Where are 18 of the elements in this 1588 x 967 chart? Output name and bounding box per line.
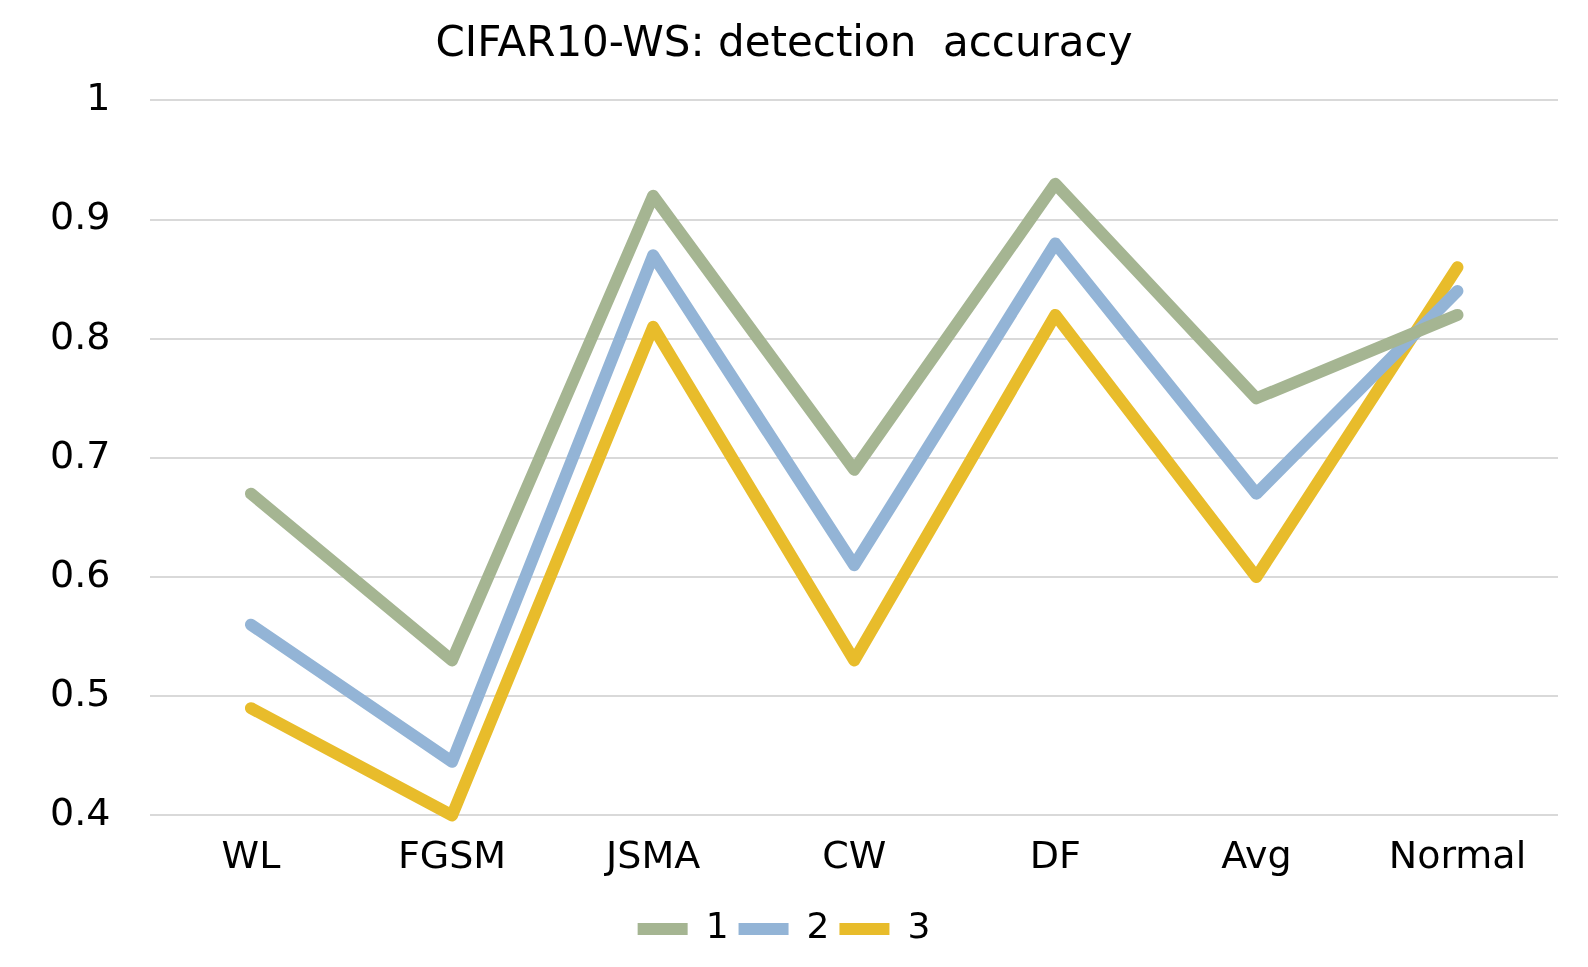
y-tick-label: 0.4 xyxy=(50,790,111,835)
legend-label: 2 xyxy=(806,905,830,947)
x-tick-label: JSMA xyxy=(604,833,701,878)
y-tick-label: 0.9 xyxy=(50,194,111,239)
x-tick-label: DF xyxy=(1029,833,1081,878)
x-tick-label: FGSM xyxy=(397,833,507,878)
y-tick-label: 0.6 xyxy=(50,551,111,596)
y-tick-label: 0.7 xyxy=(50,432,111,477)
legend-label: 3 xyxy=(907,905,931,947)
x-tick-label: Normal xyxy=(1388,833,1527,878)
y-tick-label: 0.8 xyxy=(50,313,111,358)
x-tick-label: WL xyxy=(221,833,281,878)
legend-label: 1 xyxy=(705,905,729,947)
chart-title: CIFAR10-WS: detection accuracy xyxy=(435,17,1133,67)
y-tick-label: 1 xyxy=(86,75,111,120)
y-tick-label: 0.5 xyxy=(50,671,111,716)
x-tick-label: Avg xyxy=(1221,833,1292,878)
x-tick-label: CW xyxy=(822,833,887,878)
